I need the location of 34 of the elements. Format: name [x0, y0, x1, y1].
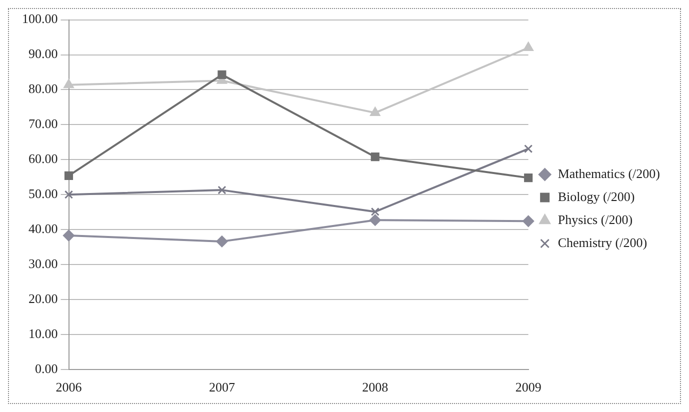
point	[524, 144, 533, 154]
x-tick-label: 2007	[208, 380, 236, 395]
point	[370, 152, 380, 162]
point	[370, 107, 380, 116]
legend-label: Biology (/200)	[558, 188, 635, 204]
y-tick-label: 80.00	[28, 81, 58, 96]
y-tick-label: 100.00	[22, 11, 58, 26]
point	[369, 214, 381, 226]
point	[522, 215, 534, 227]
y-tick-label: 70.00	[28, 116, 58, 132]
legend-label: Physics (/200)	[558, 212, 633, 227]
x-tick-label: 2009	[515, 380, 542, 395]
y-tick-label: 30.00	[28, 256, 58, 271]
point	[370, 207, 380, 216]
y-tick-label: 10.00	[28, 326, 58, 341]
legend-label: Mathematics (/200)	[558, 166, 660, 181]
y-tick-label: 60.00	[28, 151, 58, 166]
y-tick-label: 20.00	[28, 290, 58, 306]
point	[218, 70, 226, 79]
y-tick-label: 0.00	[35, 360, 58, 376]
point	[523, 42, 534, 52]
point	[63, 230, 74, 242]
y-tick-label: 40.00	[28, 220, 58, 236]
point	[216, 236, 228, 248]
point	[64, 190, 74, 199]
point	[64, 171, 74, 180]
y-tick-label: 90.00	[28, 46, 58, 62]
point	[524, 174, 533, 182]
y-tick-label: 50.00	[28, 186, 58, 202]
x-tick-label: 2006	[56, 380, 82, 395]
point	[64, 79, 74, 88]
x-tick-label: 2008	[362, 380, 388, 395]
point	[218, 186, 226, 194]
legend-label: Chemistry (/200)	[558, 234, 648, 250]
